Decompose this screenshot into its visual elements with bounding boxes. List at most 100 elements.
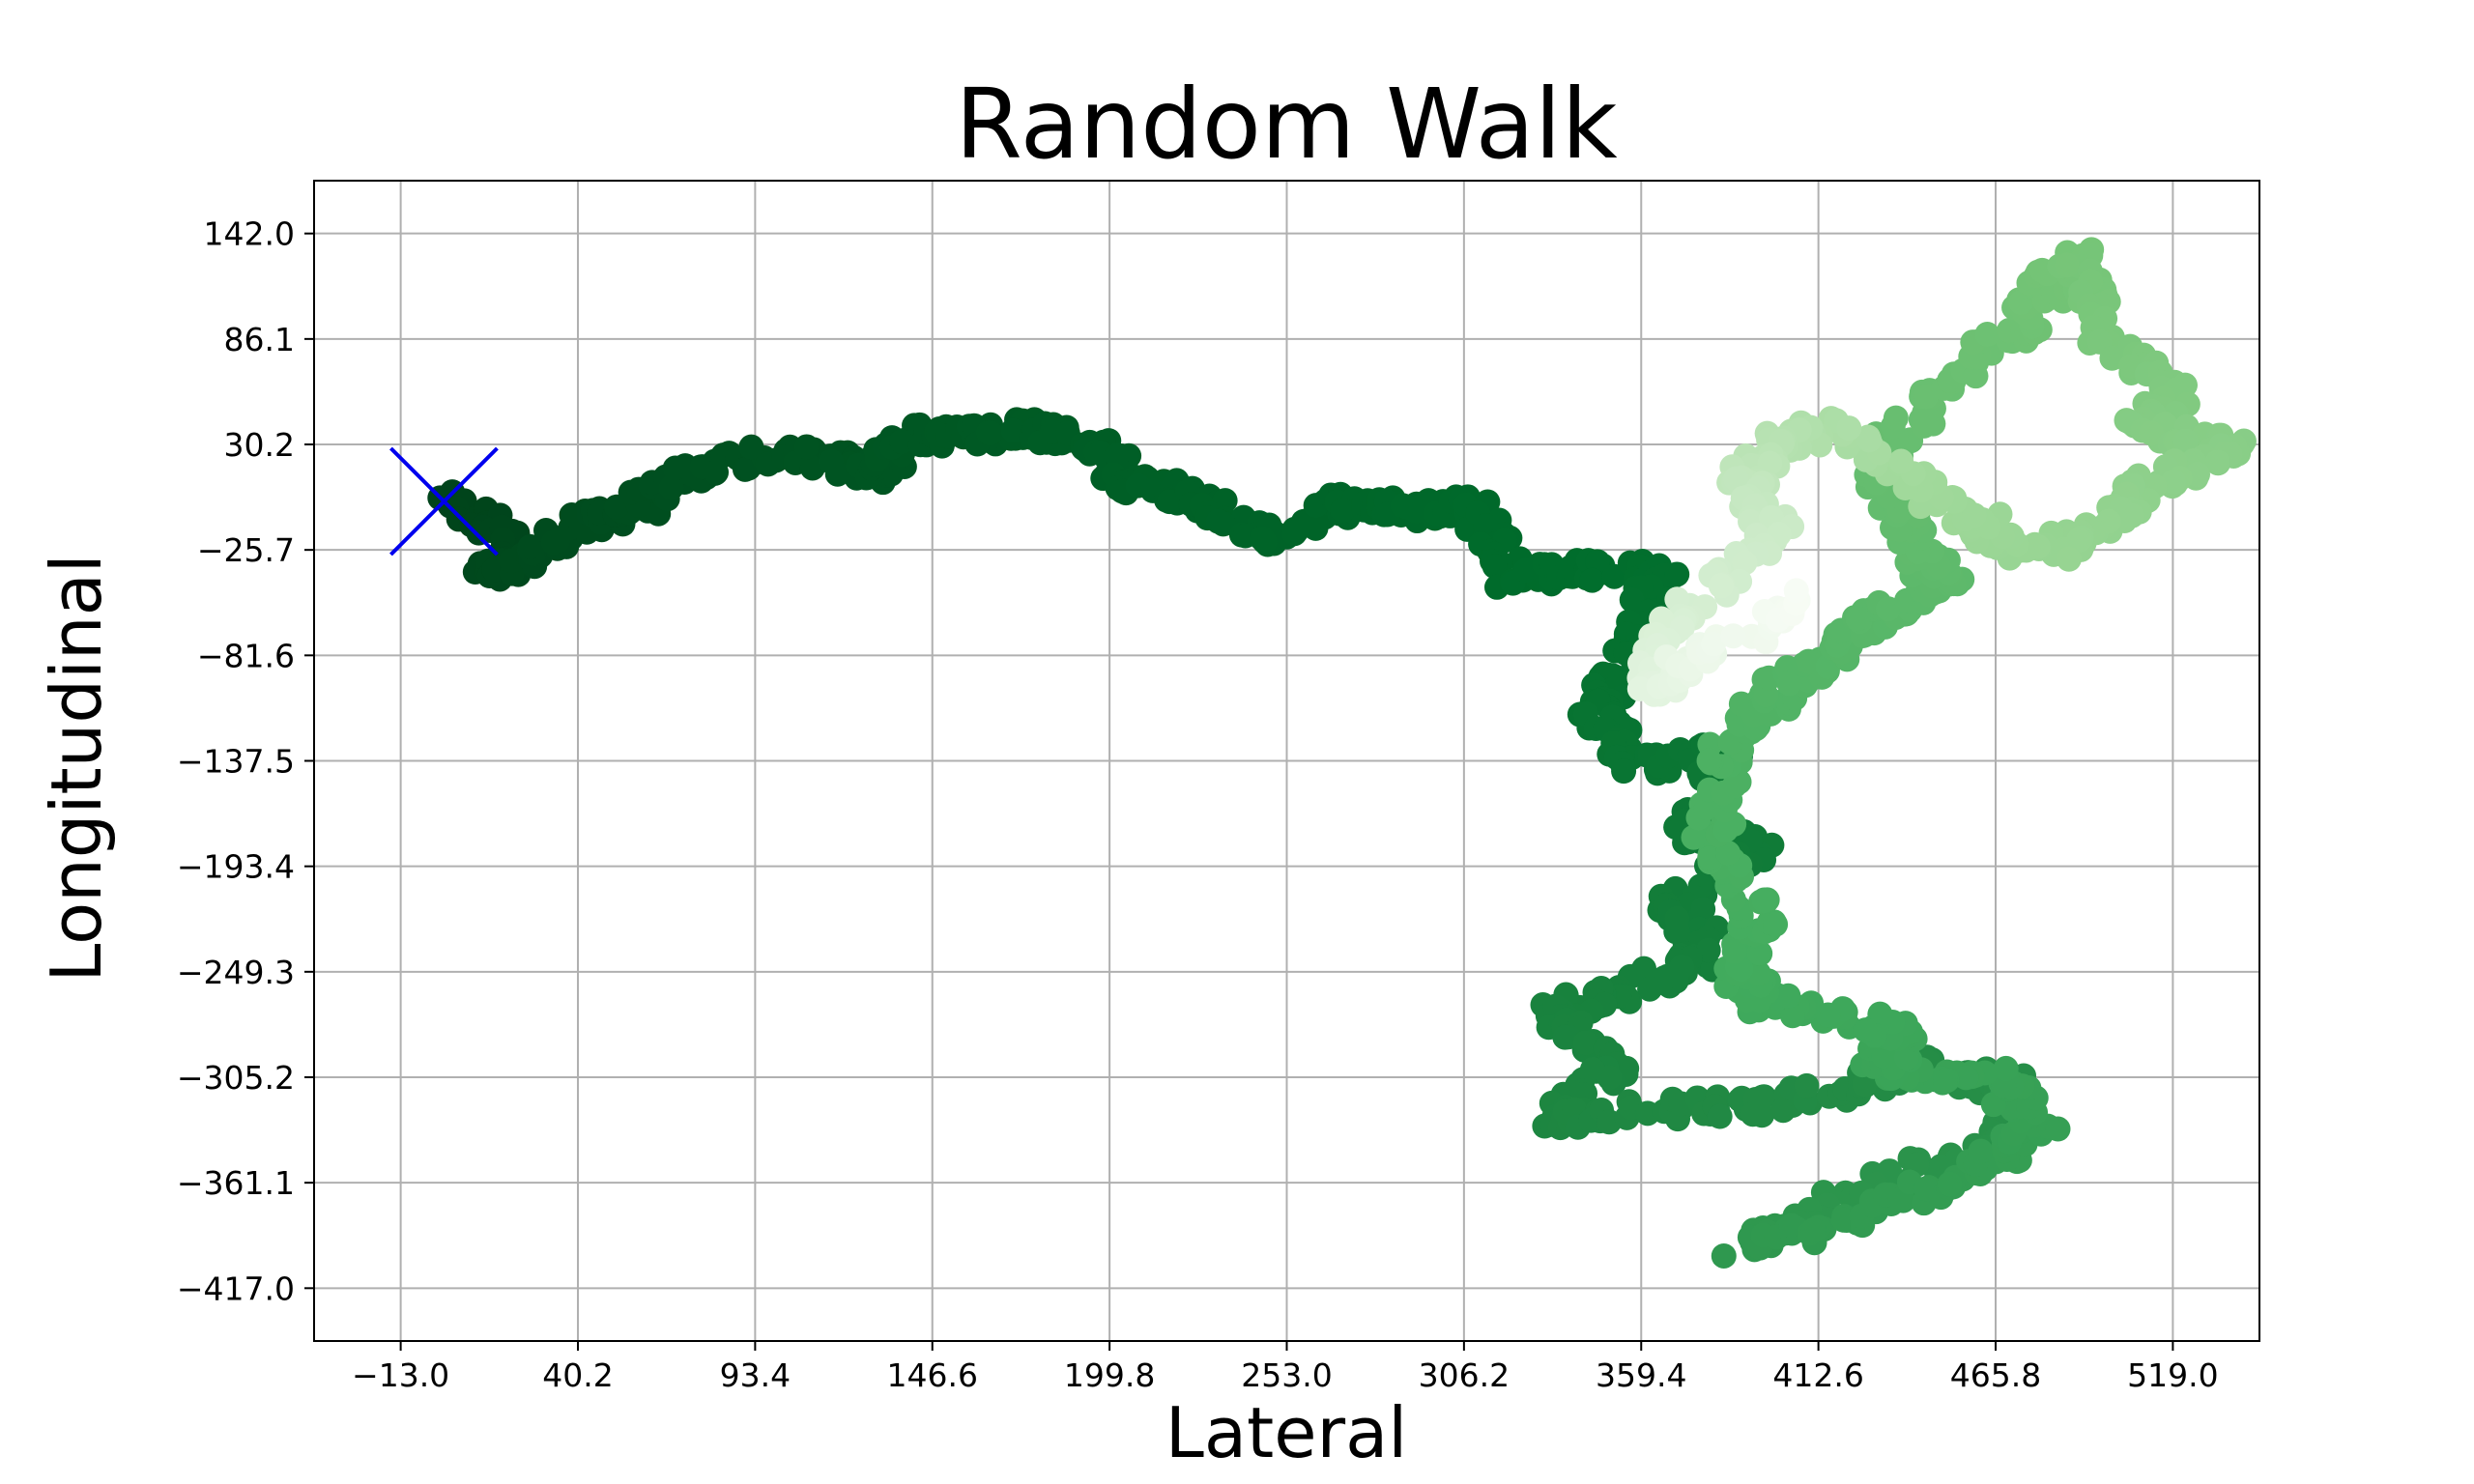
walk-point: [889, 429, 915, 455]
walk-point: [1893, 1044, 1919, 1070]
walk-point: [1626, 675, 1653, 701]
walk-point: [1711, 1242, 1737, 1269]
y-tick-label: 86.1: [224, 321, 295, 358]
walk-point: [1720, 623, 1746, 649]
walk-point: [2054, 252, 2080, 278]
walk-point: [1888, 448, 1914, 474]
walk-point: [1572, 1030, 1598, 1056]
walk-point: [1974, 322, 2000, 348]
walk-point: [1611, 758, 1637, 785]
walk-point: [2139, 420, 2165, 446]
walk-point: [1701, 631, 1727, 657]
walk-point: [1751, 887, 1777, 913]
walk-point: [658, 474, 684, 500]
walk-point: [1552, 1024, 1578, 1050]
walk-point: [1749, 1102, 1775, 1128]
walk-point: [1800, 1217, 1827, 1243]
x-tick-label: 412.6: [1772, 1356, 1863, 1394]
x-tick-label: 93.4: [720, 1356, 791, 1394]
walk-point: [1696, 748, 1722, 774]
y-axis-ticks: 142.0 86.1 30.2 −25.7 −81.6 −137.5 −193.4 −249.…: [177, 215, 314, 1307]
y-tick-label: −417.0: [177, 1270, 295, 1307]
walk-points: [427, 237, 2257, 1269]
walk-point: [1482, 554, 1508, 580]
walk-point: [1963, 363, 1989, 389]
walk-point: [1776, 671, 1802, 697]
walk-point: [2204, 449, 2230, 475]
walk-point: [1597, 1065, 1623, 1091]
walk-point: [1403, 498, 1429, 524]
y-tick-label: −193.4: [177, 848, 295, 886]
start-marker: [389, 446, 499, 556]
walk-point: [1721, 773, 1747, 799]
x-axis-label: Lateral: [1165, 1392, 1408, 1473]
walk-point: [2056, 546, 2082, 572]
x-tick-label: 40.2: [542, 1356, 613, 1394]
walk-point: [1664, 561, 1690, 587]
walk-point: [1968, 1138, 1994, 1164]
walk-point: [1993, 1055, 2019, 1081]
walk-point: [1867, 1001, 1893, 1027]
x-tick-label: 519.0: [2127, 1356, 2218, 1394]
walk-point: [1690, 897, 1716, 923]
walk-point: [1749, 1084, 1775, 1110]
walk-point: [1883, 405, 1909, 431]
walk-point: [1250, 526, 1276, 552]
walk-point: [1953, 1065, 1979, 1091]
x-tick-label: 146.6: [887, 1356, 978, 1394]
walk-point: [2025, 533, 2051, 559]
walk-point: [1794, 1072, 1820, 1099]
y-tick-label: −249.3: [177, 954, 295, 991]
walk-point: [1708, 573, 1734, 599]
y-tick-label: −361.1: [177, 1164, 295, 1202]
y-tick-label: 142.0: [204, 215, 295, 253]
walk-point: [1721, 938, 1747, 964]
x-tick-label: 306.2: [1419, 1356, 1510, 1394]
walk-point: [517, 533, 543, 559]
walk-point: [2172, 428, 2199, 454]
walk-point: [1723, 466, 1749, 492]
walk-point: [1210, 511, 1236, 537]
walk-point: [1853, 1017, 1879, 1043]
walk-point: [977, 420, 1003, 446]
walk-point: [1637, 976, 1663, 1002]
walk-point: [1937, 1171, 1963, 1197]
x-tick-label: 199.8: [1064, 1356, 1155, 1394]
x-tick-label: −13.0: [352, 1356, 449, 1394]
walk-point: [1715, 841, 1741, 867]
x-tick-label: 253.0: [1241, 1356, 1332, 1394]
walk-point: [824, 461, 850, 487]
walk-point: [1836, 415, 1862, 442]
walk-point: [1579, 567, 1605, 593]
y-tick-label: −305.2: [177, 1059, 295, 1097]
walk-point: [2045, 1116, 2071, 1142]
walk-point: [1796, 648, 1822, 674]
walk-point: [1763, 911, 1789, 937]
y-tick-label: 30.2: [224, 426, 295, 464]
walk-point: [2161, 469, 2187, 495]
walk-point: [793, 434, 820, 460]
walk-point: [2099, 345, 2125, 371]
walk-point: [1779, 1003, 1805, 1029]
walk-point: [738, 434, 764, 460]
x-axis-ticks: −13.0 40.2 93.4 146.6 199.8 253.0 306.2 359.4 41…: [352, 1341, 2219, 1394]
y-axis-label: Longitudinal: [36, 554, 117, 983]
x-tick-label: 465.8: [1950, 1356, 2041, 1394]
start-marker-stroke: [389, 446, 499, 556]
walk-point: [1845, 606, 1871, 632]
walk-point: [1281, 516, 1308, 542]
walk-point: [1681, 824, 1707, 850]
x-tick-label: 359.4: [1596, 1356, 1686, 1394]
chart-title: Random Walk: [955, 68, 1617, 181]
walk-point: [1330, 498, 1356, 524]
walk-point: [1933, 1068, 1959, 1094]
walk-point: [1775, 983, 1801, 1009]
y-tick-label: −25.7: [197, 531, 295, 569]
walk-point: [1856, 427, 1883, 453]
walk-point: [1707, 1103, 1733, 1129]
walk-point: [1961, 502, 1987, 528]
y-tick-label: −137.5: [177, 743, 295, 781]
y-tick-label: −81.6: [197, 637, 295, 674]
walk-point: [1783, 578, 1809, 604]
